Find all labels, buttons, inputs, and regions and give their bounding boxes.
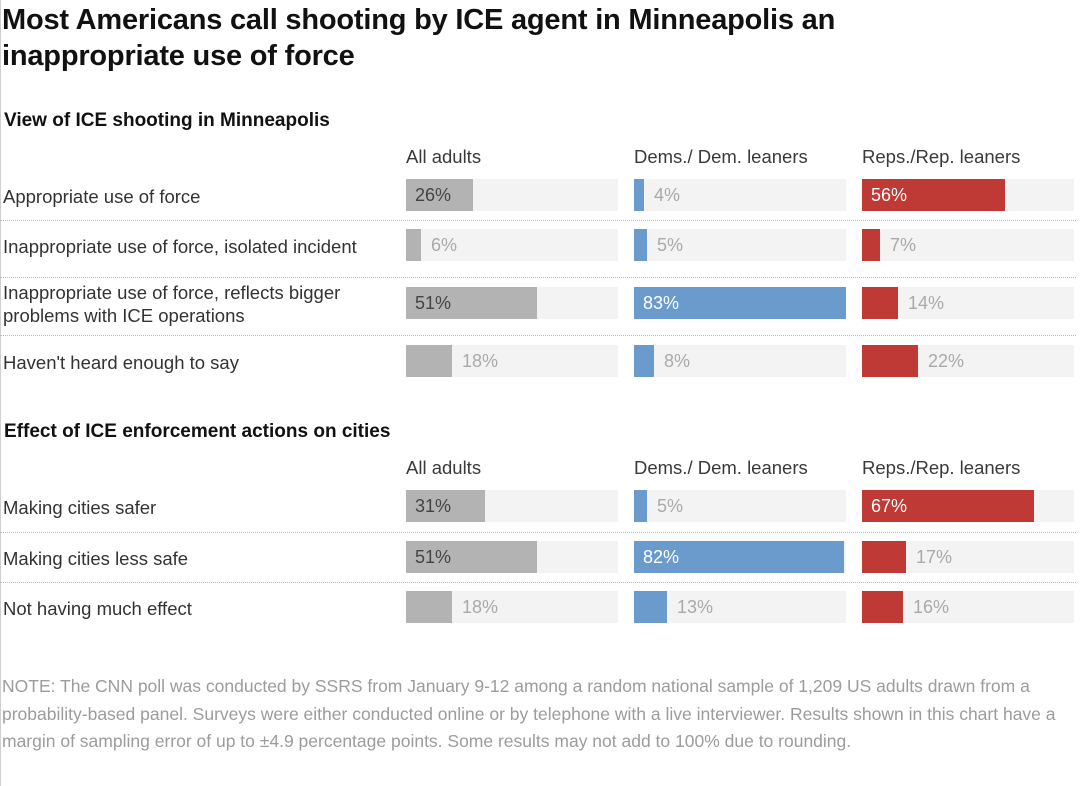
bar-value-label: 16%	[913, 597, 950, 617]
bar-value-label: 22%	[928, 351, 965, 371]
left-border	[0, 0, 1, 786]
bar-track: 6%	[406, 229, 618, 261]
bar-value-label: 51%	[415, 293, 452, 313]
column-header-dems: Dems./ Dem. leaners	[634, 457, 808, 478]
bar-track: 7%	[862, 229, 1074, 261]
bar-reps	[862, 541, 906, 573]
bar-value-label: 56%	[871, 185, 908, 205]
bar-all-adults	[406, 345, 452, 377]
bar-track: 82%	[634, 541, 846, 573]
bar-dems	[634, 541, 844, 573]
bar-value-label: 51%	[415, 547, 452, 567]
bar-track: 17%	[862, 541, 1074, 573]
bar-track: 5%	[634, 229, 846, 261]
bar-dems	[634, 345, 654, 377]
bar-value-label: 31%	[415, 496, 452, 516]
bar-track: 5%	[634, 490, 846, 522]
bar-all-adults	[406, 179, 473, 211]
bar-track: 16%	[862, 591, 1074, 623]
bar-all-adults	[406, 591, 452, 623]
methodology-note: NOTE: The CNN poll was conducted by SSRS…	[2, 676, 1056, 751]
bar-value-label: 5%	[657, 496, 684, 516]
bar-track: 13%	[634, 591, 846, 623]
section-title: Effect of ICE enforcement actions on cit…	[4, 421, 391, 442]
bar-reps	[862, 179, 1005, 211]
row-divider	[0, 532, 1076, 533]
bar-track: 67%	[862, 490, 1074, 522]
bar-value-label: 17%	[916, 547, 953, 567]
bar-track: 4%	[634, 179, 846, 211]
bar-track: 26%	[406, 179, 618, 211]
bar-track: 22%	[862, 345, 1074, 377]
bar-all-adults	[406, 287, 537, 319]
bar-track: 83%	[634, 287, 846, 319]
column-header-all-adults: All adults	[406, 457, 482, 478]
row-label: Inappropriate use of force, reflects big…	[3, 282, 341, 326]
bar-track: 51%	[406, 541, 618, 573]
bar-value-label: 14%	[908, 293, 945, 313]
row-divider	[0, 220, 1076, 221]
bar-reps	[862, 591, 903, 623]
bar-track: 51%	[406, 287, 618, 319]
bar-track: 18%	[406, 345, 618, 377]
column-header-reps: Reps./Rep. leaners	[862, 146, 1021, 167]
bar-value-label: 13%	[677, 597, 714, 617]
bar-dems	[634, 229, 647, 261]
bar-track: 18%	[406, 591, 618, 623]
bar-value-label: 4%	[654, 185, 681, 205]
bar-all-adults	[406, 541, 537, 573]
row-divider	[0, 582, 1076, 583]
row-label: Appropriate use of force	[3, 186, 201, 207]
column-header-all-adults: All adults	[406, 146, 482, 167]
bar-reps	[862, 490, 1034, 522]
row-label: Making cities less safe	[3, 548, 189, 569]
bar-track: 56%	[862, 179, 1074, 211]
bar-value-label: 8%	[664, 351, 691, 371]
bar-all-adults	[406, 229, 421, 261]
bar-value-label: 7%	[890, 235, 917, 255]
section-title: View of ICE shooting in Minneapolis	[4, 110, 330, 131]
bar-reps	[862, 229, 880, 261]
bar-reps	[862, 345, 918, 377]
bar-dems	[634, 591, 667, 623]
bar-track: 31%	[406, 490, 618, 522]
column-header-reps: Reps./Rep. leaners	[862, 457, 1021, 478]
row-label: Not having much effect	[3, 598, 192, 619]
bar-dems	[634, 490, 647, 522]
row-label: Inappropriate use of force, isolated inc…	[3, 236, 357, 257]
bar-value-label: 18%	[462, 351, 499, 371]
bar-value-label: 26%	[415, 185, 452, 205]
column-header-dems: Dems./ Dem. leaners	[634, 146, 808, 167]
bar-value-label: 18%	[462, 597, 499, 617]
bar-dems	[634, 179, 644, 211]
bar-track: 8%	[634, 345, 846, 377]
bar-value-label: 83%	[643, 293, 680, 313]
bar-track: 14%	[862, 287, 1074, 319]
row-divider	[0, 277, 1076, 278]
row-label: Making cities safer	[3, 497, 157, 518]
bar-all-adults	[406, 490, 485, 522]
bar-value-label: 6%	[431, 235, 458, 255]
bar-value-label: 82%	[643, 547, 680, 567]
bar-value-label: 67%	[871, 496, 908, 516]
bar-reps	[862, 287, 898, 319]
row-divider	[0, 335, 1076, 336]
row-label: Haven't heard enough to say	[3, 352, 239, 373]
chart-title: Most Americans call shooting by ICE agen…	[2, 4, 836, 72]
bar-value-label: 5%	[657, 235, 684, 255]
bar-dems	[634, 287, 846, 319]
